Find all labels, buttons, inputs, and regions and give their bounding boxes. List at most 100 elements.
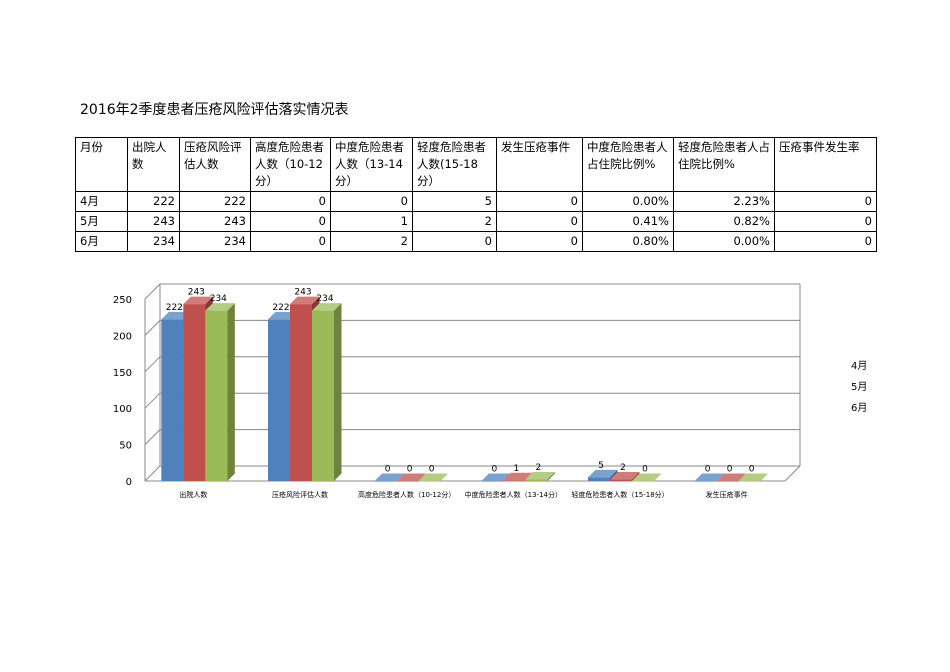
bar-top [312,303,342,311]
table-cell: 234 [127,231,180,252]
table-cell: 0.00% [673,231,775,252]
data-label: 0 [749,465,755,475]
bar-top [396,473,427,481]
bar-top [290,296,320,305]
legend-entry: 4月 [851,360,867,372]
bar [694,481,717,482]
document-title: 2016年2季度患者压疮风险评估落实情况表 [80,102,349,118]
bar-top [632,473,662,481]
bar-side [547,472,555,481]
table-row: 5月 243 243 0 1 2 0 0.41% 0.82% 0 [75,211,877,232]
bar [716,481,739,482]
data-label: 0 [727,465,733,475]
x-tick-label: 发生压疮事件 [706,490,748,499]
table-cell: 222 [179,191,251,212]
table-cell: 2 [330,231,413,252]
x-tick-label: 轻度危险患者人数（15-18分） [571,490,668,499]
data-label: 0 [385,465,391,475]
bar-top [610,472,640,480]
y-tick-label: 200 [113,331,132,342]
y-tick-label: 0 [126,477,132,488]
table-cell: 0.80% [582,231,674,252]
bar-side [227,303,235,481]
bar [738,481,761,482]
data-label: 243 [294,288,311,298]
y-tick-label: 50 [119,441,132,452]
data-label: 234 [210,294,227,304]
bar-side [632,472,640,481]
bar [268,319,290,481]
floor-edge [784,465,801,482]
bar-top [374,473,405,481]
data-label: 222 [272,303,289,313]
bar [290,304,312,481]
legend-entry: 6月 [851,402,867,414]
bar [503,480,526,481]
gridline-side [144,283,161,300]
table-cell: 0 [250,231,331,252]
bar-top [525,472,555,480]
bar-top [183,296,213,305]
header-assessed: 压疮风险评估人数 [179,137,251,192]
table-cell: 0 [496,231,583,252]
data-label: 222 [166,303,183,313]
bar [481,481,504,482]
bar [525,479,548,481]
y-tick-label: 150 [113,368,132,379]
bar-top [694,473,725,481]
table-cell: 234 [179,231,251,252]
gridline-side [144,392,161,409]
data-label: 2 [620,463,626,473]
data-label: 0 [429,465,435,475]
legend-entry: 5月 [851,381,867,393]
bar-side [334,303,342,481]
x-tick-label: 压疮风险评估人数 [272,490,328,499]
header-month: 月份 [75,137,128,192]
bar-top [503,472,533,481]
gridline-side [144,356,161,373]
header-incidence: 压疮事件发生率 [774,137,877,192]
bar [396,481,419,482]
table-cell: 0.00% [582,191,674,212]
bar [588,477,610,481]
header-discharged: 出院人数 [127,137,180,192]
table-row: 4月 222 222 0 0 5 0 0.00% 2.23% 0 [75,191,877,212]
table-row: 6月 234 234 0 2 0 0 0.80% 0.00% 0 [75,231,877,252]
bar [312,310,334,481]
bar-top [716,473,747,481]
bar-top [418,473,449,481]
bar [610,479,632,481]
gridline-side [144,320,161,336]
data-label: 234 [316,294,333,304]
header-high-risk: 高度危险患者人数（10-12分） [250,137,331,192]
gridline-side [144,429,161,445]
bar [183,304,206,481]
data-label: 2 [535,463,541,473]
data-label: 0 [705,465,711,475]
data-label: 1 [513,464,519,474]
x-tick-label: 中度危险患者人数（13-14分） [465,490,562,499]
data-label: 5 [598,461,604,471]
y-tick-label: 250 [113,295,132,306]
bar [205,310,228,481]
table-header-row: 月份 出院人数 压疮风险评估人数 高度危险患者人数（10-12分） 中度危险患者… [75,137,877,192]
bar [632,481,654,482]
bar [418,481,441,482]
table-cell: 6月 [75,231,128,252]
bar-top [588,469,618,478]
bar-top [481,473,511,481]
table-cell: 0 [774,231,877,252]
data-label: 243 [188,288,205,298]
data-label: 0 [407,465,413,475]
x-tick-label: 高度危险患者人数（10-12分） [358,490,455,499]
data-label: 0 [642,465,648,475]
bar [374,481,397,482]
table-cell: 0.82% [673,211,775,232]
x-tick-label: 出院人数 [179,490,207,499]
assessment-table: 月份 出院人数 压疮风险评估人数 高度危险患者人数（10-12分） 中度危险患者… [75,137,877,252]
header-medium-ratio: 中度危险患者人占住院比例% [582,137,674,192]
y-tick-label: 100 [113,404,132,415]
bar-top [738,473,769,481]
data-label: 0 [491,465,497,475]
